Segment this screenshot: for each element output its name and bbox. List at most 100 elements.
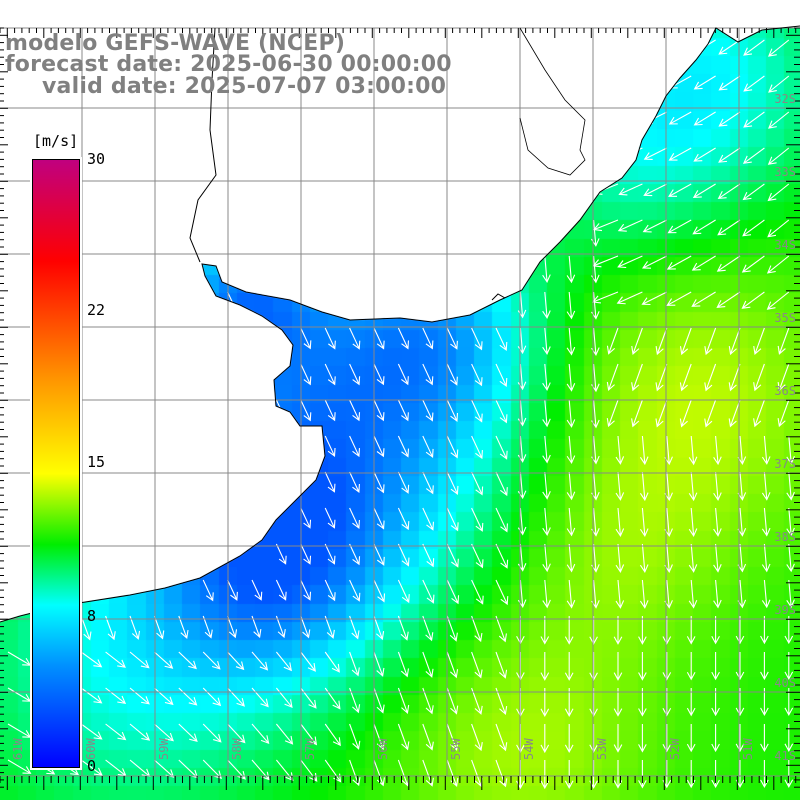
wind-arrow	[227, 651, 245, 671]
wind-arrow	[688, 507, 698, 537]
wind-arrow	[704, 327, 717, 356]
latitude-label: 41S	[774, 749, 796, 763]
wind-arrow	[606, 327, 619, 355]
wind-arrow	[613, 724, 623, 753]
wind-arrow	[349, 363, 361, 386]
wind-arrow	[154, 723, 174, 742]
wind-arrow	[718, 75, 741, 91]
wind-arrow	[711, 652, 720, 681]
wind-arrow	[743, 111, 765, 128]
wind-arrow	[422, 435, 434, 458]
wind-arrow	[105, 723, 127, 741]
wind-arrow	[688, 579, 698, 609]
wind-arrow	[397, 543, 410, 567]
wind-arrow	[766, 291, 790, 310]
longitude-label: 54W	[522, 738, 536, 760]
wind-arrow	[777, 399, 790, 428]
wind-arrow	[617, 255, 643, 269]
wind-arrow	[786, 579, 795, 609]
wind-arrow	[397, 507, 410, 531]
wind-arrow	[178, 615, 189, 640]
wind-arrow	[691, 255, 716, 271]
wind-arrow	[495, 435, 508, 460]
wind-arrow	[80, 687, 103, 704]
title-forecast-date: forecast date: 2025-06-30 00:00:00	[5, 52, 452, 77]
wind-arrow	[373, 399, 385, 422]
wind-arrow	[761, 543, 771, 573]
wind-arrow	[275, 615, 286, 639]
wind-arrow	[495, 543, 509, 569]
wind-arrow	[349, 759, 361, 787]
wind-arrow	[631, 363, 643, 392]
wind-arrow	[300, 723, 318, 746]
wind-arrow	[202, 687, 222, 707]
wind-arrow	[324, 399, 336, 422]
colorbar-tick: 8	[87, 607, 97, 625]
wind-arrow	[446, 435, 459, 459]
wind-arrow	[639, 471, 649, 502]
wind-arrow	[742, 183, 765, 201]
wind-arrow	[227, 687, 245, 707]
colorbar-tick: 0	[87, 757, 97, 775]
wind-arrow	[655, 327, 668, 356]
wind-arrow	[753, 399, 765, 428]
wind-arrow	[540, 688, 550, 717]
wind-arrow	[753, 327, 765, 356]
latitude-label: 40S	[774, 676, 796, 690]
wind-arrow	[767, 39, 790, 57]
wind-arrow	[638, 688, 647, 717]
latitude-label: 33S	[774, 165, 796, 179]
wind-arrow	[589, 724, 598, 753]
wind-arrow	[666, 255, 692, 270]
wind-arrow	[373, 471, 385, 494]
wind-arrow	[662, 724, 672, 753]
wind-arrow	[129, 615, 141, 640]
wind-arrow	[471, 651, 483, 679]
wind-arrow	[300, 687, 317, 709]
wind-arrow	[154, 759, 175, 778]
wind-arrow	[178, 723, 198, 743]
wind-arrow	[129, 759, 151, 778]
latitude-label: 38S	[774, 530, 796, 544]
wind-arrow	[643, 183, 668, 197]
wind-arrow	[251, 615, 262, 639]
wind-arrow	[760, 760, 769, 788]
wind-arrow	[786, 471, 795, 501]
wind-arrow	[105, 759, 127, 777]
wind-arrow	[631, 399, 643, 428]
wind-arrow	[566, 579, 576, 609]
river-border	[189, 27, 217, 263]
wind-arrow	[300, 543, 312, 565]
wind-arrow	[324, 615, 335, 639]
longitude-label: 51W	[741, 738, 755, 760]
wind-arrow	[589, 688, 598, 717]
wind-arrow	[422, 615, 434, 642]
wind-arrow	[129, 651, 150, 669]
wind-arrow	[564, 724, 574, 754]
wind-arrow	[761, 471, 771, 501]
wind-arrow	[517, 363, 527, 391]
wind-arrow	[693, 111, 716, 126]
wind-arrow	[643, 111, 668, 124]
wind-arrow	[300, 363, 312, 386]
wind-arrow	[517, 435, 527, 463]
wind-arrow	[202, 579, 214, 602]
wind-arrow	[566, 471, 576, 501]
wind-arrow	[642, 219, 668, 233]
wind-arrow	[251, 579, 263, 601]
wind-arrow	[105, 651, 126, 668]
wind-arrow	[446, 615, 458, 642]
wind-arrow	[275, 687, 293, 709]
wind-arrow	[542, 327, 551, 355]
wind-arrow	[7, 723, 32, 738]
wind-arrow	[713, 579, 722, 609]
wind-arrow	[617, 219, 643, 232]
wind-arrow	[80, 651, 103, 668]
wind-arrow	[251, 651, 269, 671]
wind-arrow	[471, 363, 483, 387]
wind-arrow	[742, 147, 765, 164]
wind-arrow	[471, 723, 483, 752]
wind-arrow	[639, 579, 649, 609]
wind-arrow	[786, 435, 795, 465]
wind-arrow	[693, 75, 716, 90]
